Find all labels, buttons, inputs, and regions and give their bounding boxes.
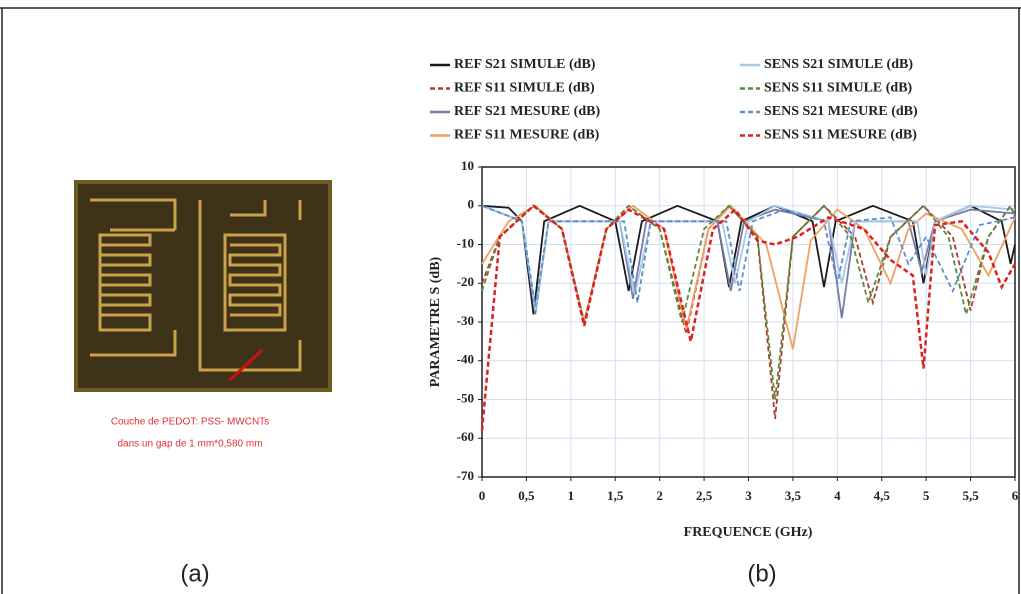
x-tick-label: 4,5 xyxy=(874,488,891,503)
y-tick-label: 10 xyxy=(461,158,474,173)
caption: Couche de PEDOT: PSS- MWCNTs xyxy=(111,417,269,428)
legend-label: SENS S11 SIMULE (dB) xyxy=(764,81,913,96)
legend-label: SENS S21 SIMULE (dB) xyxy=(764,57,913,72)
y-axis-title: PARAMETRE S (dB) xyxy=(428,256,443,387)
legend-label: REF S11 MESURE (dB) xyxy=(454,128,600,143)
y-tick-label: -20 xyxy=(457,274,474,289)
y-tick-label: -10 xyxy=(457,235,474,250)
x-tick-label: 4 xyxy=(834,488,841,503)
x-axis-title: FREQUENCE (GHz) xyxy=(684,525,813,540)
series-line xyxy=(481,203,1016,419)
chart: 10 0 -10 -20 -30 -40 -50 -60 -70 0 0,5 1 1,5 2 2,5 3 3,5… xyxy=(430,57,1019,503)
y-tick-label: -60 xyxy=(457,429,474,444)
device-photo xyxy=(74,180,332,392)
y-tick-label: -40 xyxy=(457,352,474,367)
x-tick-label: 2,5 xyxy=(696,488,713,503)
x-tick-label: 3 xyxy=(745,488,752,503)
plot-frame xyxy=(481,166,1016,478)
legend-label: REF S21 MESURE (dB) xyxy=(454,104,600,119)
x-tick-label: 3,5 xyxy=(785,488,802,503)
panel-label: (b) xyxy=(747,560,776,587)
x-tick-label: 0 xyxy=(479,488,486,503)
y-tick-label: -70 xyxy=(457,468,474,483)
legend-label: REF S21 SIMULE (dB) xyxy=(454,57,596,72)
x-tick-label: 0,5 xyxy=(518,488,535,503)
series-line xyxy=(480,204,1017,431)
legend-label: SENS S21 MESURE (dB) xyxy=(764,104,918,119)
x-tick-label: 1,5 xyxy=(607,488,624,503)
panel-label: (a) xyxy=(180,560,209,587)
x-tick-label: 1 xyxy=(568,488,575,503)
y-tick-label: -30 xyxy=(457,313,474,328)
y-tick-label: -50 xyxy=(457,390,474,405)
x-tick-label: 2 xyxy=(656,488,663,503)
caption: dans un gap de 1 mm*0,580 mm xyxy=(117,439,262,450)
photo-arrow xyxy=(228,348,264,382)
x-tick-label: 5 xyxy=(923,488,930,503)
y-tick-label: 0 xyxy=(468,197,475,212)
legend-label: SENS S11 MESURE (dB) xyxy=(764,128,917,143)
x-tick-label: 5,5 xyxy=(962,488,979,503)
photo-traces xyxy=(90,198,302,372)
x-tick-label: 6 xyxy=(1012,488,1019,503)
series-line xyxy=(481,204,1016,307)
legend-label: REF S11 SIMULE (dB) xyxy=(454,81,595,96)
series-line xyxy=(481,204,1016,311)
